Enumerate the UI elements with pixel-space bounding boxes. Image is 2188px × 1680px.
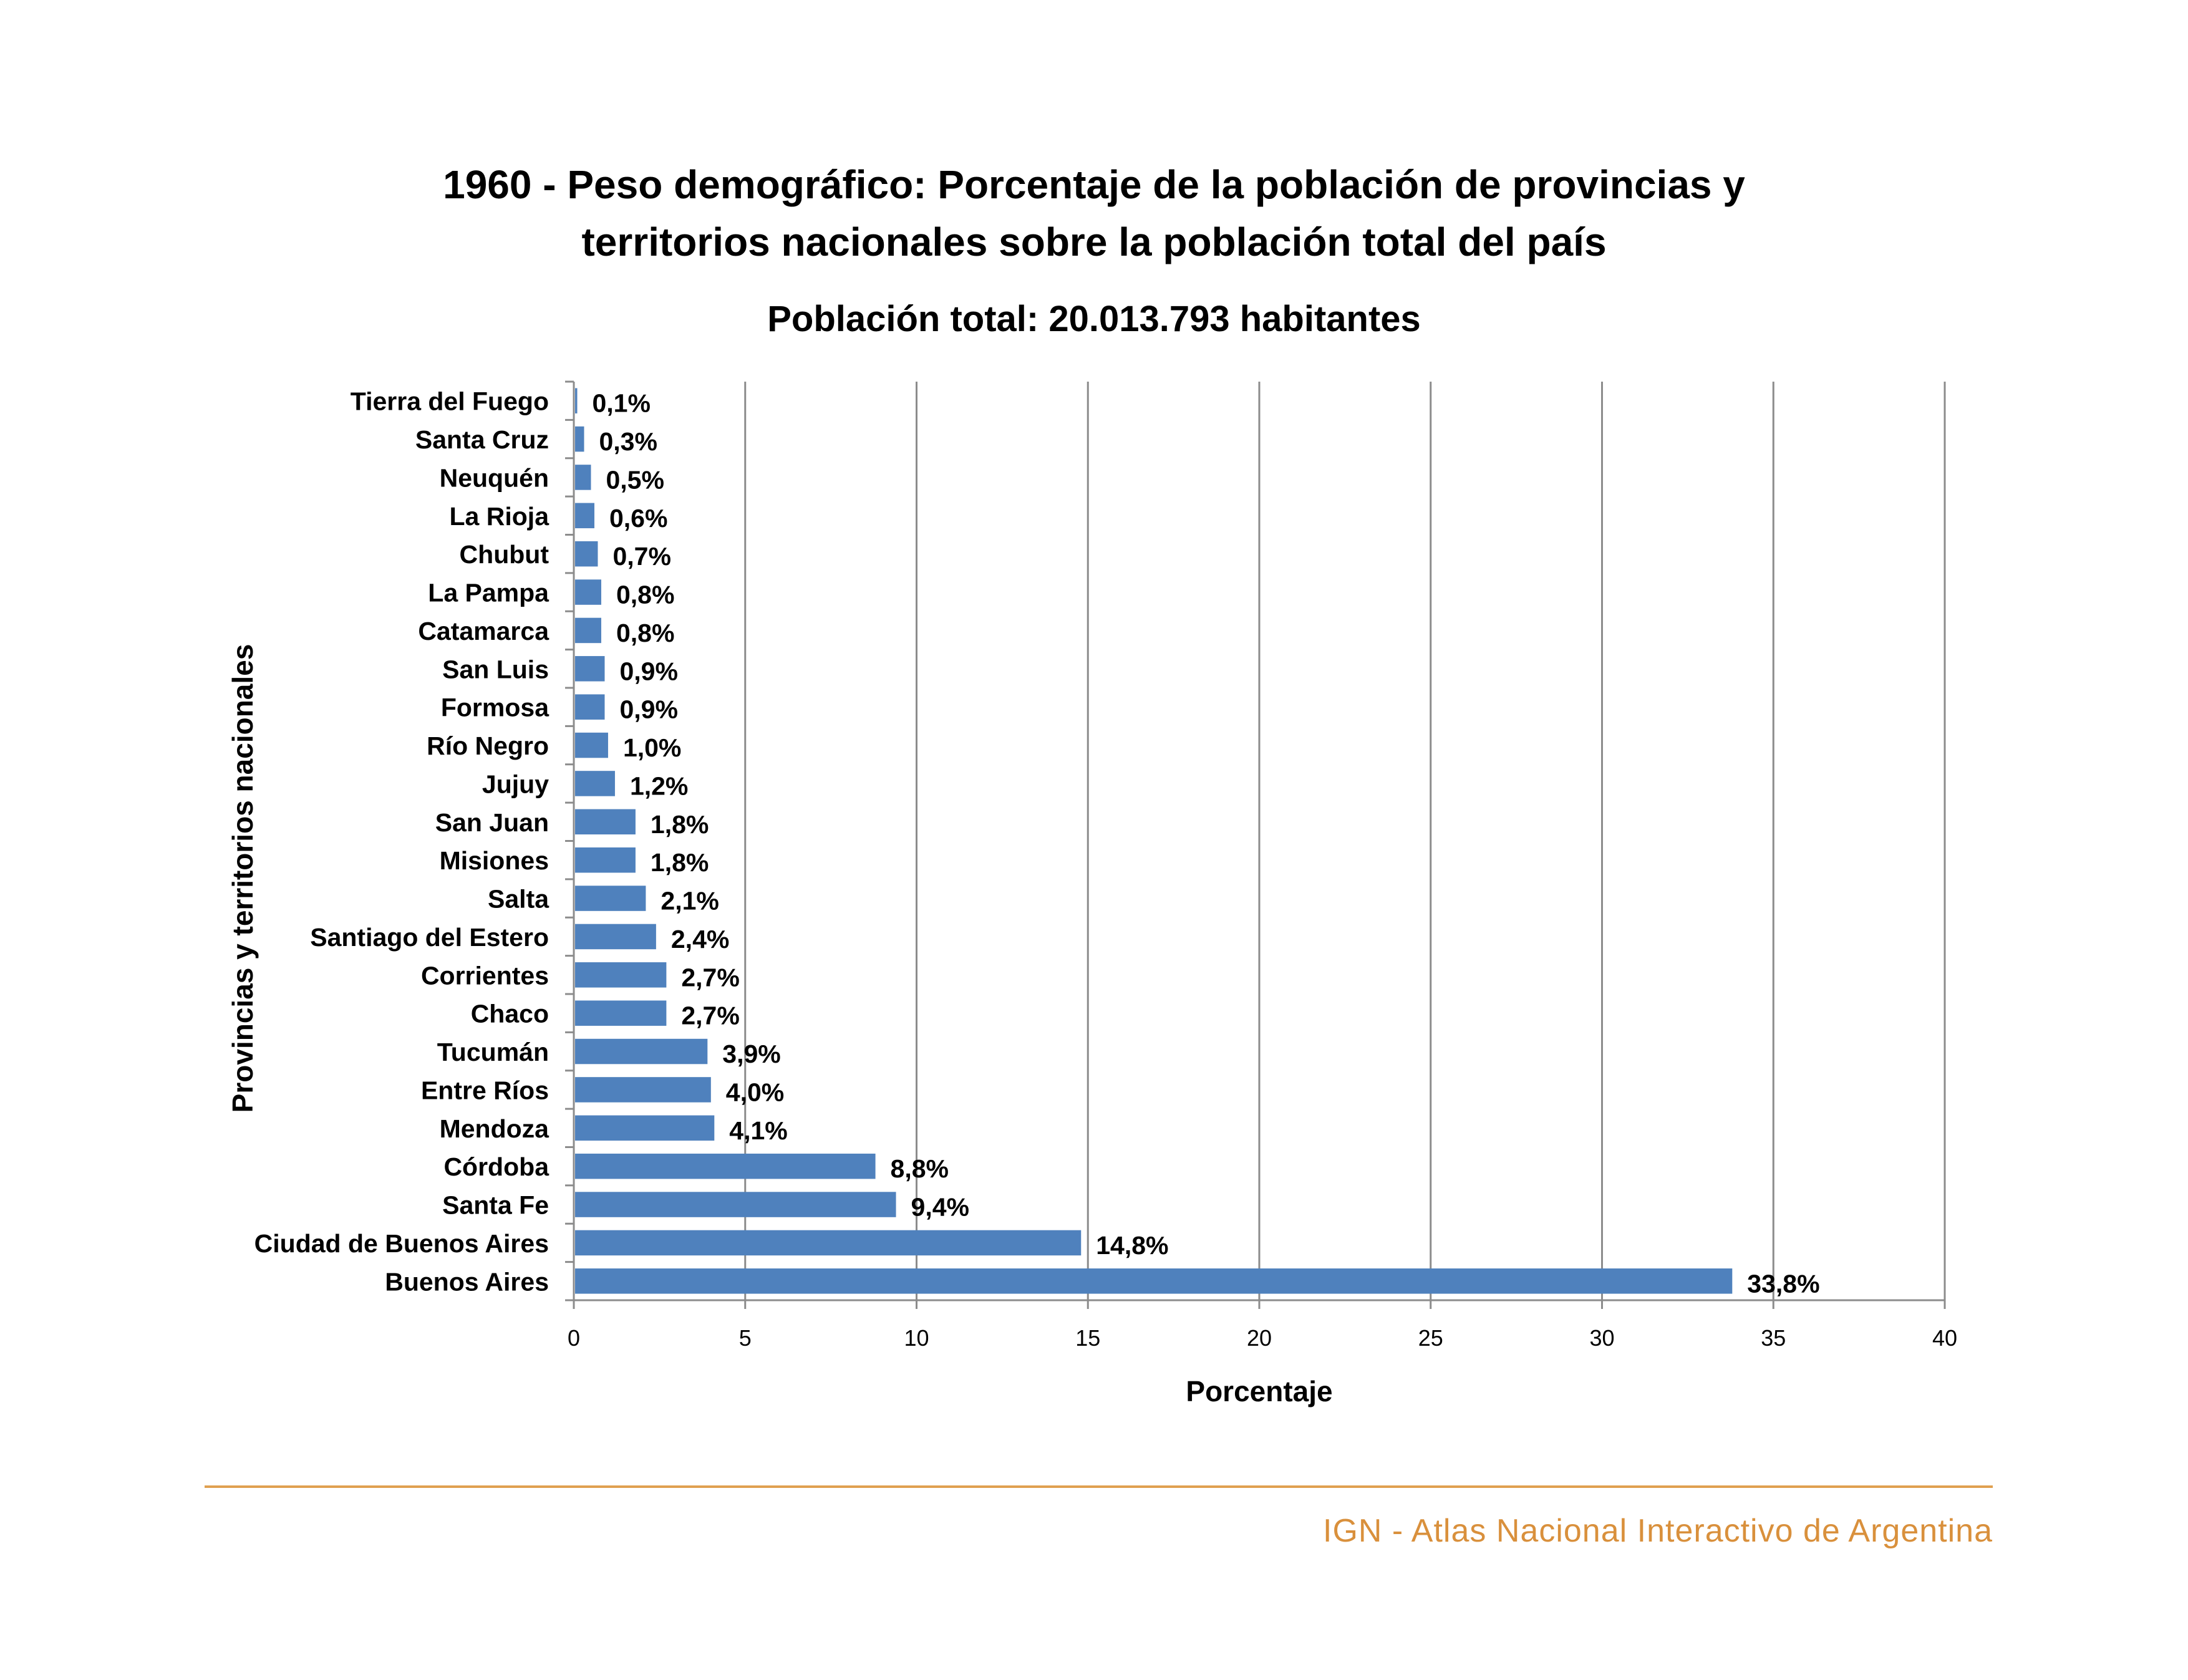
y-axis-title: Provincias y territorios nacionales [226,644,259,1113]
data-label: 4,0% [726,1078,784,1106]
data-label: 0,6% [609,504,667,533]
data-label: 2,1% [661,887,719,915]
data-label: 4,1% [729,1116,787,1145]
data-label: 14,8% [1096,1231,1168,1260]
bar [575,1268,1733,1294]
bar [575,503,594,529]
x-tick-label: 15 [1075,1325,1100,1351]
y-category-label: Santa Cruz [415,425,549,454]
data-label: 2,4% [671,925,729,953]
footer-credit: IGN - Atlas Nacional Interactivo de Arge… [1323,1513,1993,1549]
x-tick-label: 0 [568,1325,580,1351]
footer-divider [205,1485,1993,1488]
data-label: 1,0% [623,733,681,762]
data-label: 9,4% [911,1193,969,1222]
data-label: 1,2% [630,771,688,800]
data-label: 0,1% [592,389,650,418]
x-tick-label: 30 [1589,1325,1614,1351]
y-category-label: Tucumán [437,1038,549,1066]
bar [575,541,598,567]
y-category-label: La Pampa [428,579,549,607]
bar [575,809,636,835]
y-category-label: Río Negro [427,731,549,760]
bar [575,1153,876,1179]
y-category-label: Santiago del Estero [310,923,549,952]
y-category-label: San Juan [435,808,549,837]
bar [575,732,608,758]
y-category-label: San Luis [442,655,549,683]
bar [575,886,646,911]
x-tick-label: 35 [1761,1325,1786,1351]
chart-title-line-1: 1960 - Peso demográfico: Porcentaje de l… [443,162,1745,207]
y-category-label: La Rioja [450,502,550,531]
x-tick-label: 25 [1418,1325,1443,1351]
data-label: 0,8% [616,581,674,609]
y-category-label: Catamarca [418,617,549,645]
y-category-label: Córdoba [443,1152,549,1181]
chart-subtitle: Población total: 20.013.793 habitantes [767,299,1421,339]
y-category-label: Misiones [440,846,549,875]
bar [575,1077,711,1103]
data-label: 2,7% [681,1002,739,1030]
bar [575,962,667,988]
y-category-label: Ciudad de Buenos Aires [254,1229,549,1258]
y-category-label: Chaco [471,1000,549,1028]
chart-title-line-2: territorios nacionales sobre la població… [581,220,1607,264]
bar [575,694,605,720]
bar [575,465,591,490]
bar [575,1000,667,1026]
y-category-label: Salta [488,885,549,914]
data-label: 0,7% [612,542,670,571]
bar [575,1230,1082,1256]
data-label: 0,5% [606,465,664,494]
x-axis-title: Porcentaje [1186,1375,1332,1407]
data-label: 0,9% [619,657,677,685]
bar [575,1115,715,1141]
data-label: 0,9% [619,695,677,724]
x-tick-label: 5 [739,1325,752,1351]
y-category-label: Tierra del Fuego [351,387,549,416]
x-tick-label: 20 [1247,1325,1272,1351]
bar [575,579,601,605]
bar [575,426,584,452]
data-label: 3,9% [722,1040,780,1068]
data-label: 1,8% [651,848,709,877]
data-label: 0,8% [616,619,674,647]
bar [575,656,605,682]
y-category-label: Buenos Aires [385,1267,549,1296]
bar [575,388,578,413]
y-category-label: Santa Fe [442,1191,549,1220]
data-label: 2,7% [681,963,739,992]
chart-title: 1960 - Peso demográfico: Porcentaje de l… [0,156,2188,271]
data-label: 8,8% [891,1154,949,1183]
data-label: 33,8% [1747,1269,1819,1298]
bar [575,1038,708,1064]
bar-chart: 0 5 10 15 20 25 30 35 40 Buenos Aires 33,8% Ciudad … [226,380,1957,1407]
bar [575,771,615,796]
bar [575,1192,896,1217]
bar [575,617,601,644]
y-category-label: Jujuy [482,770,549,798]
y-category-label: Formosa [441,693,549,722]
bar [575,924,656,950]
bar [575,847,636,873]
x-tick-label: 40 [1932,1325,1957,1351]
y-category-label: Corrientes [421,961,549,990]
data-label: 0,3% [599,427,657,456]
data-label: 1,8% [651,810,709,839]
x-tick-label: 10 [904,1325,929,1351]
y-category-label: Mendoza [440,1114,550,1143]
y-category-label: Entre Ríos [421,1076,549,1104]
y-category-label: Neuquén [440,463,549,492]
y-category-label: Chubut [460,540,549,569]
